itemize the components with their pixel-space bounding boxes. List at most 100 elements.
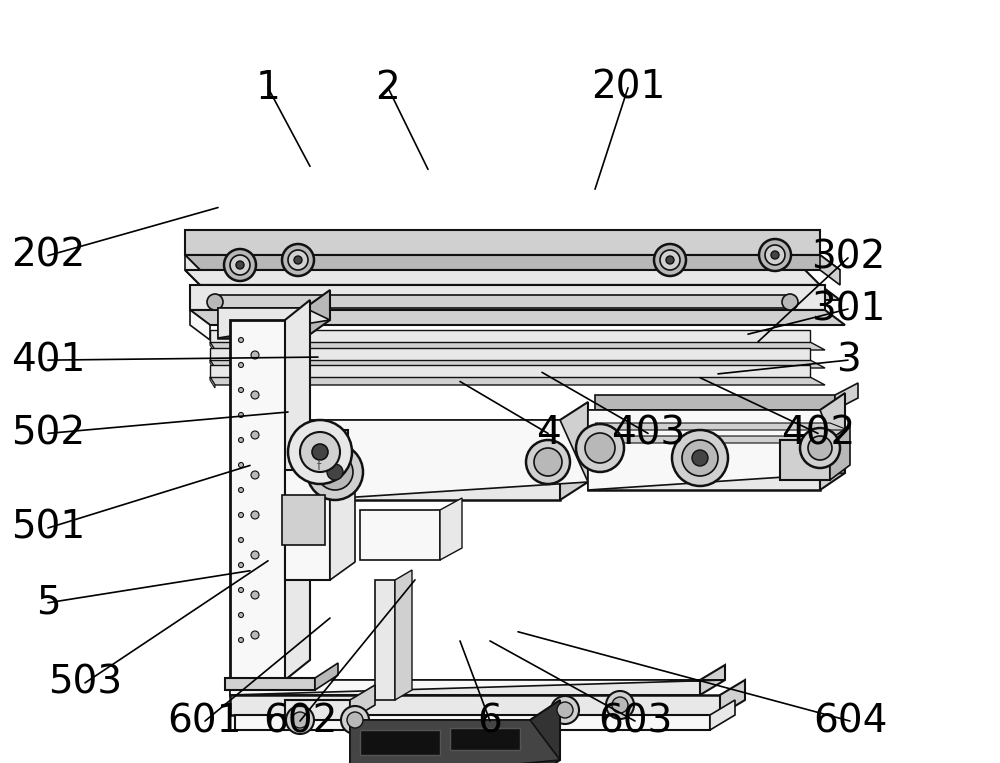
Circle shape [239,562,244,568]
Polygon shape [450,728,520,750]
Text: 503: 503 [48,664,122,702]
Circle shape [282,244,314,276]
Text: 603: 603 [598,702,672,740]
Circle shape [534,448,562,476]
Text: 402: 402 [781,414,855,452]
Polygon shape [185,230,820,255]
Polygon shape [285,470,330,580]
Polygon shape [310,430,348,470]
Circle shape [239,437,244,443]
Circle shape [312,444,328,460]
Polygon shape [185,270,820,285]
Polygon shape [440,498,462,560]
Polygon shape [230,320,285,680]
Circle shape [660,250,680,270]
Text: 2: 2 [376,69,400,107]
Circle shape [239,613,244,617]
Text: 601: 601 [168,702,242,740]
Polygon shape [330,452,355,580]
Circle shape [576,424,624,472]
Polygon shape [315,663,338,690]
Polygon shape [720,680,745,715]
Circle shape [606,691,634,719]
Circle shape [765,245,785,265]
Circle shape [239,388,244,392]
Polygon shape [710,700,735,730]
Circle shape [666,256,674,264]
Circle shape [300,432,340,472]
Circle shape [239,462,244,468]
Polygon shape [210,360,825,368]
Circle shape [682,440,718,476]
Polygon shape [218,308,305,338]
Text: 401: 401 [11,341,85,379]
Polygon shape [830,425,850,480]
Circle shape [251,431,259,439]
Circle shape [239,337,244,343]
Circle shape [207,294,223,310]
Circle shape [230,255,250,275]
Text: 501: 501 [11,509,85,547]
Text: 301: 301 [811,290,885,328]
Polygon shape [310,420,560,500]
Polygon shape [350,720,530,763]
Text: 502: 502 [11,414,85,452]
Polygon shape [310,420,588,500]
Circle shape [286,706,314,734]
Text: 1: 1 [256,69,280,107]
Circle shape [239,488,244,492]
Circle shape [808,436,832,460]
Polygon shape [282,495,325,545]
Polygon shape [350,720,560,763]
Circle shape [288,250,308,270]
Polygon shape [375,580,395,700]
Polygon shape [285,300,310,680]
Polygon shape [350,685,375,720]
Text: 5: 5 [36,584,60,622]
Circle shape [239,537,244,542]
Polygon shape [210,348,810,360]
Polygon shape [210,342,215,353]
Circle shape [251,631,259,639]
Circle shape [251,471,259,479]
Circle shape [239,588,244,593]
Text: 602: 602 [263,702,337,740]
Polygon shape [305,290,330,338]
Circle shape [782,294,798,310]
Circle shape [251,551,259,559]
Circle shape [759,239,791,271]
Circle shape [771,251,779,259]
Text: 202: 202 [11,237,85,275]
Polygon shape [595,436,848,443]
Polygon shape [190,310,210,340]
Circle shape [585,433,615,463]
Text: 4: 4 [536,414,560,452]
Polygon shape [595,395,835,410]
Polygon shape [210,360,215,371]
Text: 403: 403 [611,414,685,452]
Circle shape [341,706,369,734]
Polygon shape [200,285,840,300]
Polygon shape [230,680,700,695]
Polygon shape [820,393,845,490]
Polygon shape [595,423,848,430]
Polygon shape [210,377,825,385]
Circle shape [292,712,308,728]
Polygon shape [588,410,820,490]
Circle shape [800,428,840,468]
Polygon shape [210,330,810,342]
Circle shape [327,464,343,480]
Circle shape [239,413,244,417]
Circle shape [692,450,708,466]
Circle shape [288,420,352,484]
Circle shape [239,638,244,642]
Polygon shape [235,715,710,730]
Polygon shape [210,342,825,350]
Polygon shape [185,255,200,285]
Circle shape [294,256,302,264]
Polygon shape [820,255,840,285]
Polygon shape [210,365,810,377]
Polygon shape [835,383,858,410]
Polygon shape [360,730,440,755]
Text: 604: 604 [813,702,887,740]
